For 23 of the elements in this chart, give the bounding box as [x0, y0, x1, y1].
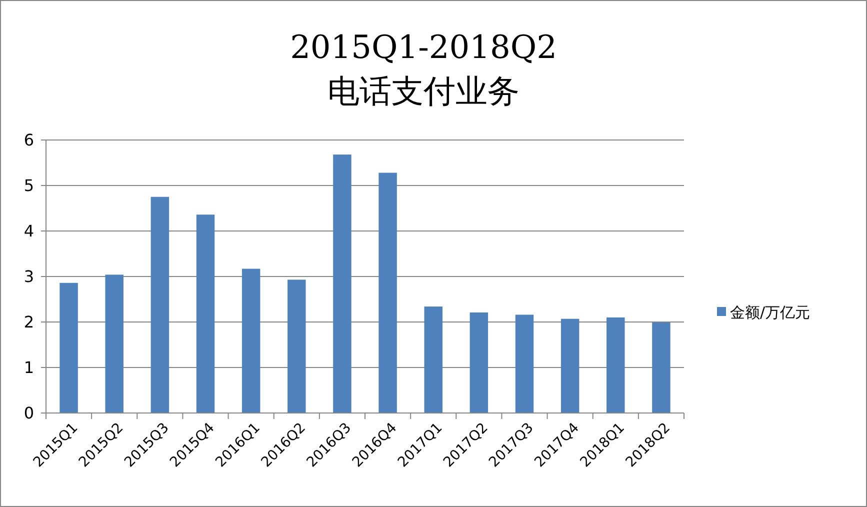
bar: [105, 274, 124, 413]
y-tick-label: 2: [24, 312, 34, 332]
bar: [150, 196, 170, 413]
bar: [652, 322, 670, 413]
bar: [424, 306, 442, 413]
bar: [196, 214, 215, 413]
bar: [560, 318, 580, 413]
bar: [60, 282, 78, 413]
y-tick-label: 5: [24, 176, 34, 196]
bar: [242, 268, 260, 413]
bar: [606, 317, 625, 413]
y-tick-label: 0: [24, 404, 34, 423]
bar: [288, 280, 306, 413]
bar: [378, 172, 397, 413]
y-tick-label: 3: [24, 267, 34, 286]
legend-label: 金额/万亿元: [730, 303, 810, 322]
bar: [515, 314, 534, 413]
y-tick-label: 6: [24, 130, 34, 150]
chart-title: 2015Q1-2018Q2 电话支付业务: [290, 28, 557, 110]
bar: [470, 312, 488, 413]
y-tick-label: 4: [24, 222, 34, 241]
bar: [333, 154, 352, 413]
y-tick-label: 1: [24, 358, 34, 378]
